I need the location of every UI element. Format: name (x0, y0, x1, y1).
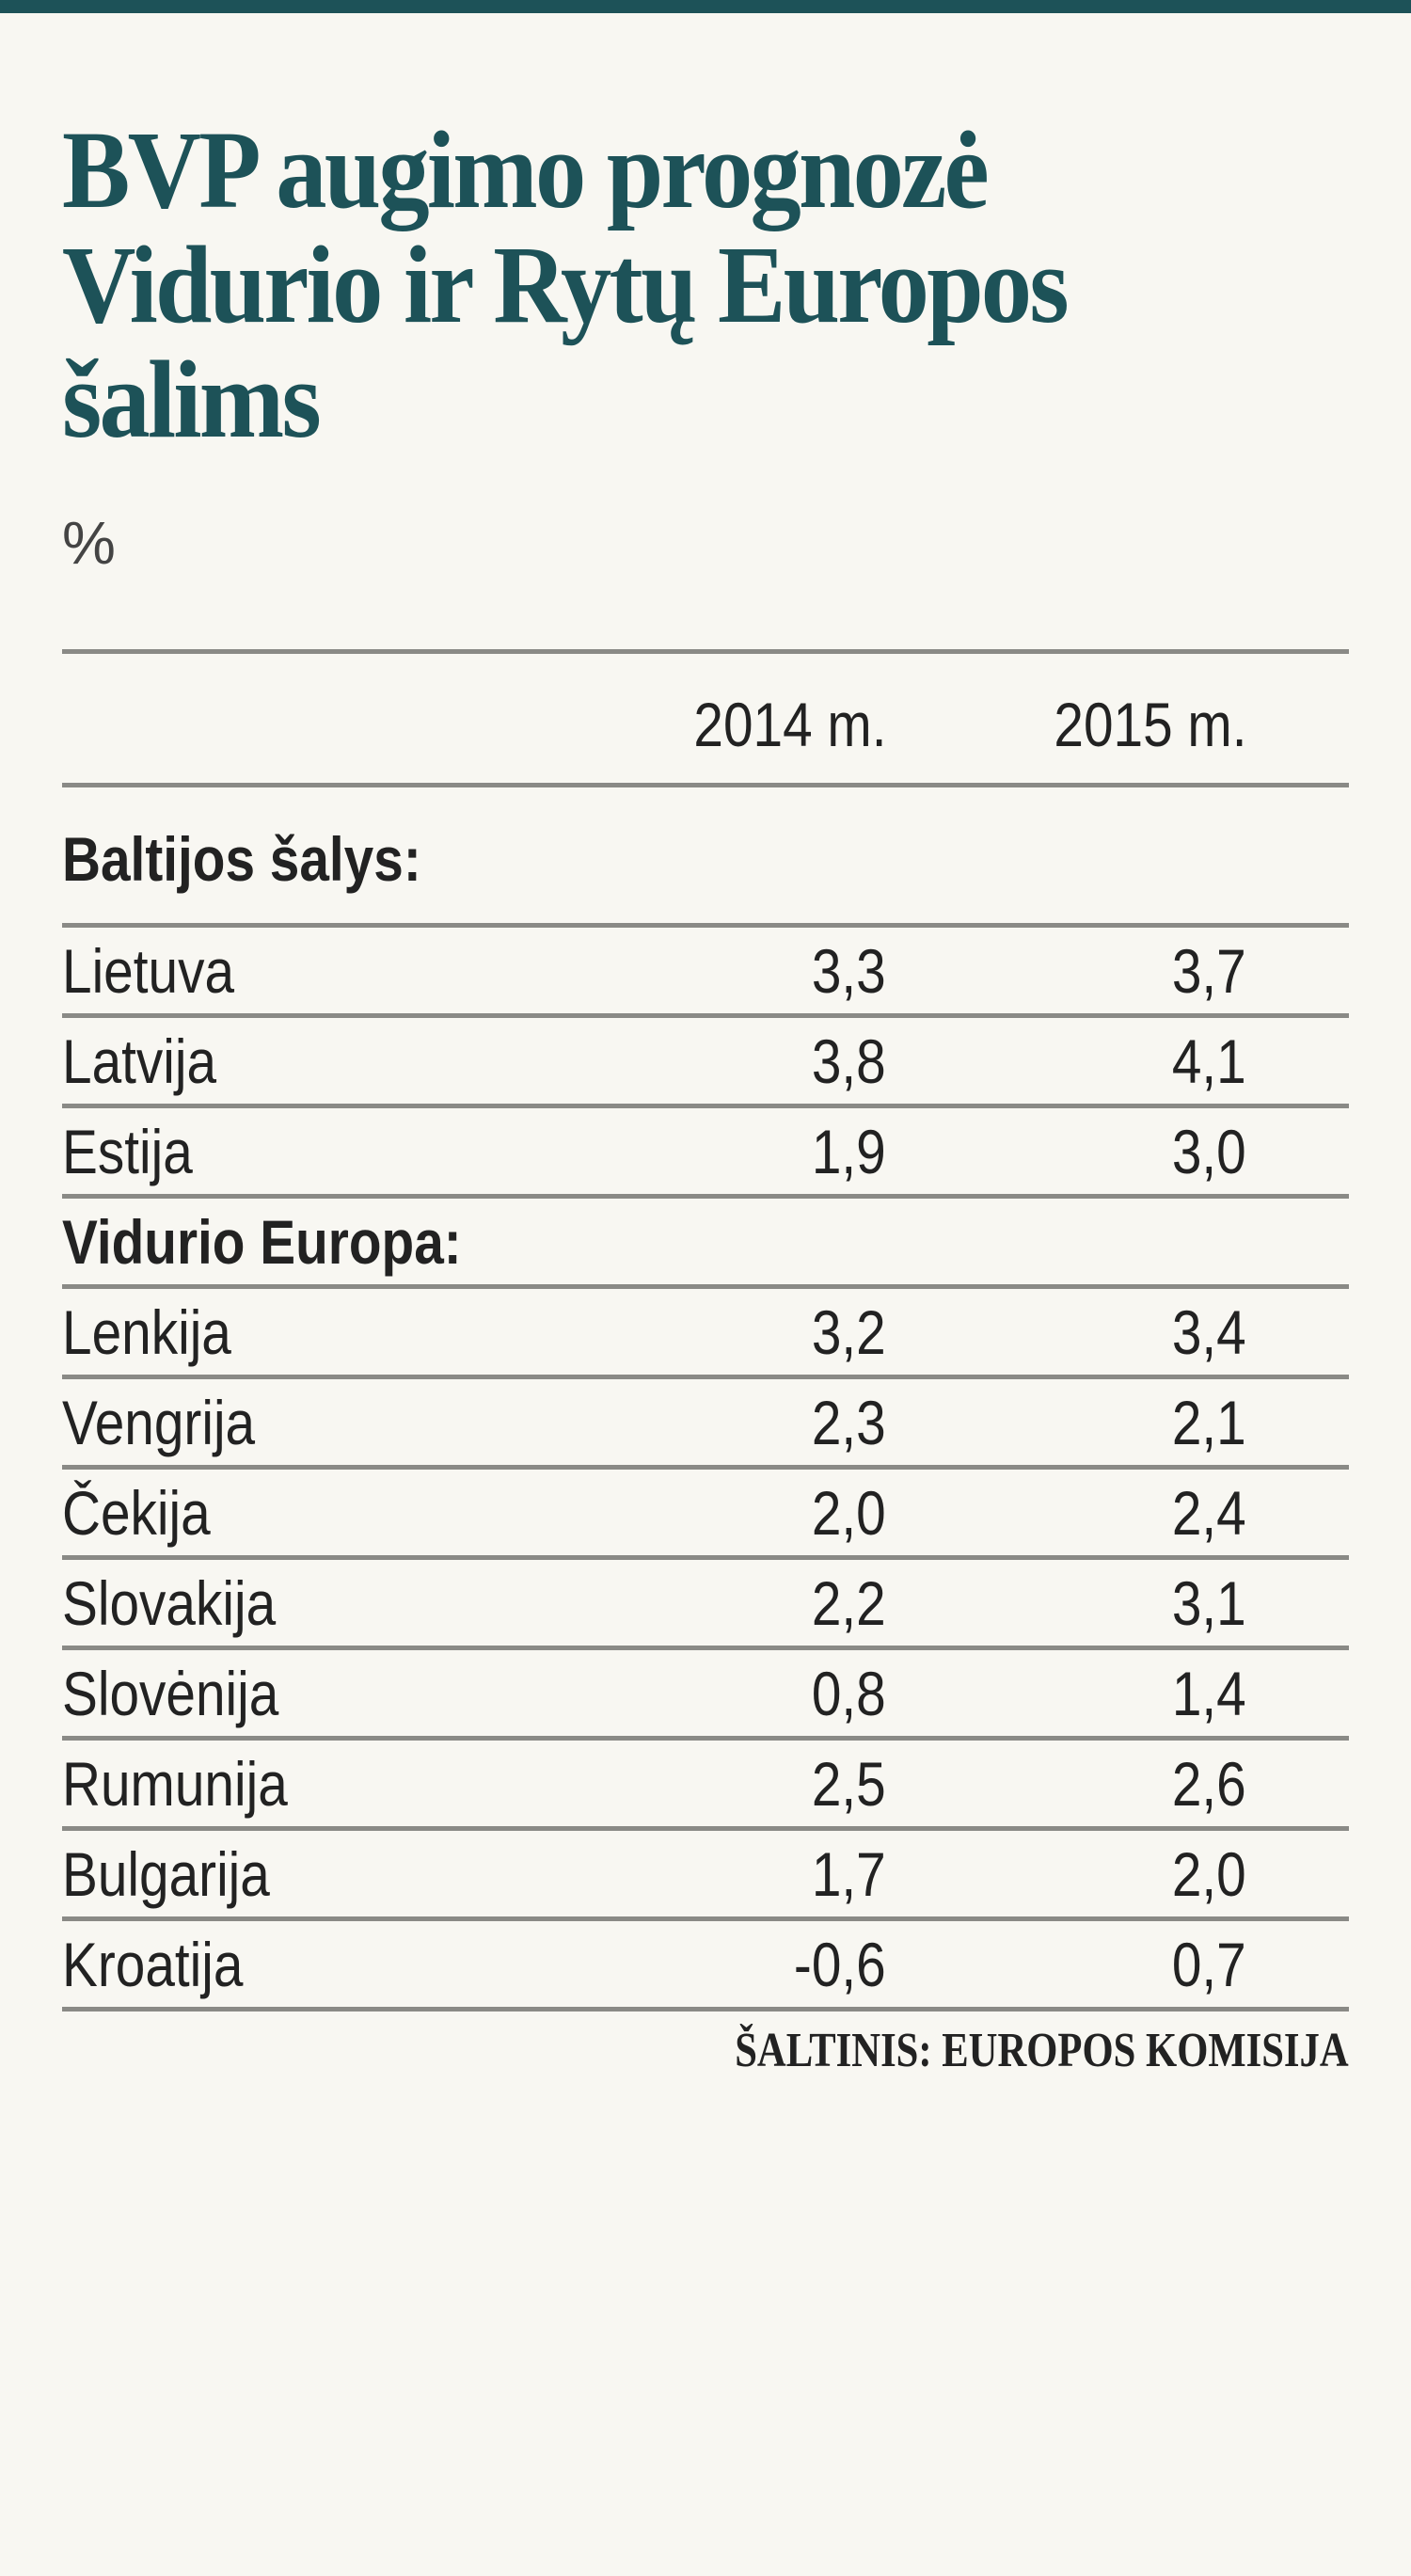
column-header-2014: 2014 m. (692, 690, 886, 759)
source-note: ŠALTINIS: EUROPOS KOMISIJA (735, 2024, 1349, 2077)
value-2014: -0,6 (794, 1929, 886, 1999)
group-header-row: Baltijos šalys: (62, 787, 1349, 928)
value-2015: 3,4 (1172, 1296, 1246, 1367)
table-row: Vengrija 2,3 2,1 (62, 1379, 1349, 1470)
top-accent-bar (0, 0, 1411, 13)
country-label: Kroatija (62, 1929, 244, 1999)
value-2014: 1,7 (812, 1838, 886, 1909)
value-2014: 3,8 (812, 1026, 886, 1096)
column-header-2015: 2015 m. (1053, 690, 1246, 759)
group-header-row: Vidurio Europa: (62, 1199, 1349, 1289)
country-label: Vengrija (62, 1387, 256, 1457)
table-row: Slovėnija 0,8 1,4 (62, 1650, 1349, 1741)
table-row: Kroatija -0,6 0,7 (62, 1921, 1349, 2012)
value-2014: 2,3 (812, 1387, 886, 1457)
country-label: Slovakija (62, 1567, 277, 1638)
page-title: BVP augimo prognozė Vidurio ir Rytų Euro… (62, 113, 1274, 457)
table-row: Lietuva 3,3 3,7 (62, 928, 1349, 1018)
country-label: Rumunija (62, 1748, 288, 1819)
country-label: Lenkija (62, 1296, 231, 1367)
title-line: BVP augimo prognozė (62, 108, 990, 231)
value-2015: 3,1 (1172, 1567, 1246, 1638)
country-label: Čekija (62, 1477, 211, 1548)
group-label: Baltijos šalys: (62, 824, 421, 894)
value-2014: 2,0 (812, 1477, 886, 1548)
value-2015: 1,4 (1172, 1658, 1246, 1728)
value-2015: 4,1 (1172, 1026, 1246, 1096)
value-2015: 0,7 (1172, 1929, 1246, 1999)
value-2015: 2,6 (1172, 1748, 1246, 1819)
value-2015: 2,0 (1172, 1838, 1246, 1909)
table-row: Latvija 3,8 4,1 (62, 1018, 1349, 1108)
table-row: Estija 1,9 3,0 (62, 1108, 1349, 1199)
title-line: šalims (62, 338, 322, 461)
table-row: Slovakija 2,2 3,1 (62, 1560, 1349, 1650)
table-row: Čekija 2,0 2,4 (62, 1470, 1349, 1560)
value-2014: 2,2 (812, 1567, 886, 1638)
value-2014: 0,8 (812, 1658, 886, 1728)
table-header-row: 2014 m. 2015 m. (62, 654, 1349, 787)
unit-label: % (62, 509, 116, 577)
group-label: Vidurio Europa: (62, 1206, 462, 1277)
value-2015: 2,4 (1172, 1477, 1246, 1548)
table-row: Bulgarija 1,7 2,0 (62, 1831, 1349, 1921)
value-2015: 3,0 (1172, 1116, 1246, 1186)
country-label: Estija (62, 1116, 193, 1186)
table-row: Lenkija 3,2 3,4 (62, 1289, 1349, 1379)
value-2014: 2,5 (812, 1748, 886, 1819)
country-label: Bulgarija (62, 1838, 270, 1909)
value-2015: 2,1 (1172, 1387, 1246, 1457)
value-2015: 3,7 (1172, 935, 1246, 1006)
title-line: Vidurio ir Rytų Europos (62, 223, 1070, 346)
gdp-table: 2014 m. 2015 m. Baltijos šalys: Lietuva 3,… (62, 649, 1349, 2012)
value-2014: 1,9 (812, 1116, 886, 1186)
country-label: Slovėnija (62, 1658, 279, 1728)
value-2014: 3,2 (812, 1296, 886, 1367)
value-2014: 3,3 (812, 935, 886, 1006)
country-label: Latvija (62, 1026, 217, 1096)
table-row: Rumunija 2,5 2,6 (62, 1741, 1349, 1831)
country-label: Lietuva (62, 935, 235, 1006)
